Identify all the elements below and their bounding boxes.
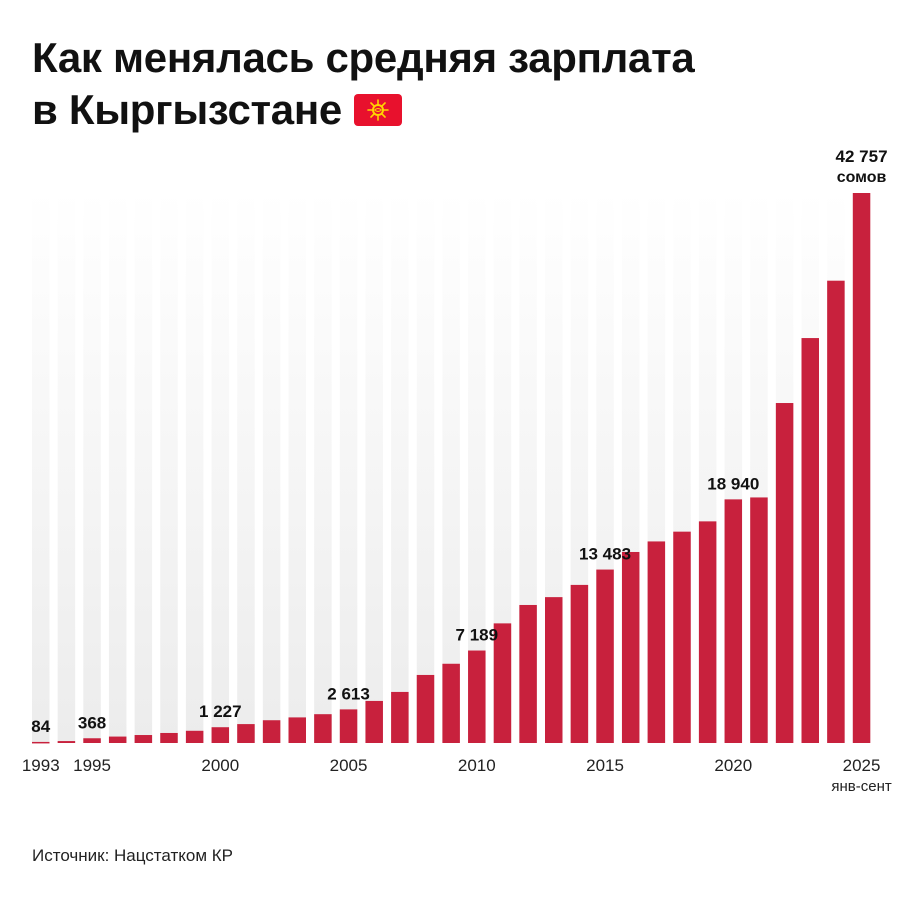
value-label: 13 483 <box>579 545 631 564</box>
bar-2018 <box>673 531 691 743</box>
x-tick-label: 2000 <box>201 756 239 775</box>
value-label: 1 227 <box>199 702 242 721</box>
x-tick-label: 2020 <box>714 756 752 775</box>
bar-2011 <box>493 623 512 743</box>
bar-2022 <box>775 403 794 743</box>
bar-track <box>237 190 255 743</box>
bar-track <box>134 190 153 743</box>
bar-track <box>108 190 127 743</box>
value-label: 84 <box>31 717 50 736</box>
bar-2005 <box>339 709 358 743</box>
value-label: 7 189 <box>456 626 499 645</box>
bar-1994 <box>57 741 76 743</box>
value-label: 2 613 <box>327 684 370 703</box>
bar-2016 <box>621 551 640 743</box>
bar-track <box>391 190 409 743</box>
bar-1997 <box>134 735 153 743</box>
x-tick-label: 2005 <box>330 756 368 775</box>
x-tick-label: 2010 <box>458 756 496 775</box>
bar-2013 <box>545 597 563 743</box>
bar-2015 <box>596 569 614 743</box>
wage-bar-chart: 84 368 1 227 2 613 7 189 13 483 18 940 42 757 со… <box>22 147 892 795</box>
x-tick-label: 1993 <box>22 756 60 775</box>
bar-2007 <box>391 691 409 743</box>
bar-2017 <box>647 541 666 743</box>
bar-track <box>468 190 486 743</box>
bar-track <box>57 190 76 743</box>
bar-2002 <box>262 720 281 743</box>
bar-2001 <box>237 724 255 743</box>
bar-2006 <box>365 700 383 743</box>
bar-2003 <box>288 717 306 743</box>
bar-track <box>211 190 230 743</box>
chart-title: Как менялась средняя зарплата в Кыргызст… <box>32 32 872 136</box>
bar-2024 <box>827 280 845 743</box>
bar-2000 <box>211 727 230 743</box>
bar-1995 <box>83 738 101 743</box>
bar-2012 <box>519 604 537 743</box>
bar-track <box>83 190 101 743</box>
bar-2014 <box>570 584 589 743</box>
x-tick-label: 1995 <box>73 756 111 775</box>
bar-track <box>519 190 537 743</box>
bar-2008 <box>416 674 435 743</box>
bar-2010 <box>468 650 486 743</box>
value-label: 368 <box>78 713 106 732</box>
bar-track <box>288 190 306 743</box>
bar-track <box>262 190 281 743</box>
bar-1999 <box>185 730 204 743</box>
value-label: 18 940 <box>707 474 759 493</box>
bar-2019 <box>698 521 717 743</box>
bar-track <box>314 190 332 743</box>
bar-track <box>185 190 204 743</box>
bar-track <box>416 190 435 743</box>
bar-2021 <box>750 497 768 743</box>
bar-track <box>365 190 383 743</box>
bar-1998 <box>160 732 178 743</box>
bar-2004 <box>314 714 332 743</box>
bar-2020 <box>724 499 743 743</box>
bar-track <box>339 190 358 743</box>
x-sublabel: янв-сент <box>831 778 891 795</box>
bar-1996 <box>108 736 127 743</box>
bar-1993 <box>32 741 50 744</box>
kyrgyzstan-flag-icon <box>353 93 402 126</box>
bar-track <box>160 190 178 743</box>
x-tick-label: 2015 <box>586 756 624 775</box>
bar-track <box>442 190 460 743</box>
x-tick-label: 2025 <box>843 756 881 775</box>
bar-2023 <box>801 338 819 743</box>
bar-track <box>32 190 50 743</box>
title-line-2: в Кыргызстане <box>32 86 342 133</box>
value-label: 42 757 <box>836 147 888 166</box>
source-note: Источник: Нацстатком КР <box>32 846 233 865</box>
bar-2009 <box>442 663 460 743</box>
bar-track <box>493 190 512 743</box>
unit-label: сомов <box>837 169 887 186</box>
bar-2025 <box>852 193 871 743</box>
title-line-1: Как менялась средняя зарплата <box>32 34 695 81</box>
